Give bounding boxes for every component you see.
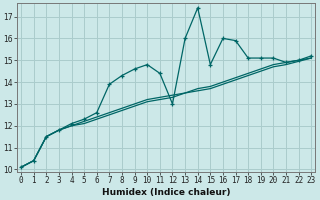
X-axis label: Humidex (Indice chaleur): Humidex (Indice chaleur) — [102, 188, 230, 197]
